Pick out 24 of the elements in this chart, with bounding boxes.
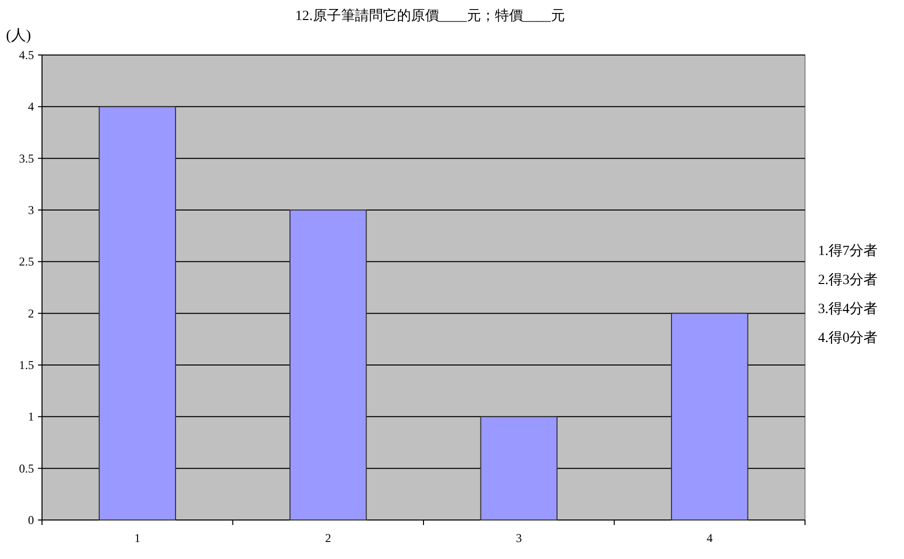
y-tick-label: 0.5	[19, 461, 34, 476]
x-tick-label: 2	[325, 531, 332, 545]
text: 1.得7分者	[818, 243, 878, 259]
y-tick-label: 0	[28, 513, 34, 527]
text: 3.得4分者	[818, 301, 878, 317]
y-tick-label: 3	[28, 203, 34, 217]
text: 4.得0分者	[818, 330, 878, 346]
y-axis-title: (人)	[6, 28, 31, 44]
bar	[289, 210, 367, 520]
y-tick-label: 2.5	[19, 254, 34, 269]
y-tick-label: 1	[28, 410, 34, 424]
chart-title: 12.原子筆請問它的原價____元；特價____元	[295, 8, 565, 24]
y-tick-label: 1.5	[19, 358, 34, 372]
x-tick-label: 1	[134, 531, 140, 545]
bar	[670, 312, 748, 520]
text: 2.得3分者	[818, 272, 878, 288]
bar	[480, 416, 558, 520]
y-tick-label: 4.5	[19, 48, 34, 62]
bar	[98, 106, 176, 520]
x-tick-label: 3	[516, 531, 522, 545]
y-tick-label: 4	[28, 100, 34, 114]
x-tick-label: 4	[706, 531, 713, 545]
y-tick-label: 3.5	[19, 151, 34, 166]
y-tick-label: 2	[28, 306, 34, 320]
